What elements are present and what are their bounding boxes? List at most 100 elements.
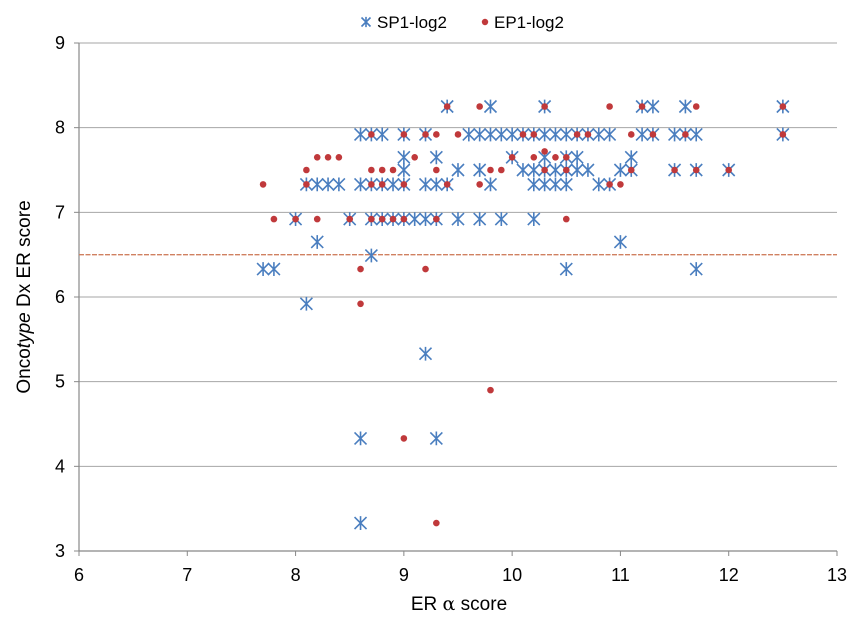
sp1-point-8	[332, 177, 346, 192]
x-tick-label-10: 10	[502, 565, 522, 585]
sp1-point-7	[321, 177, 335, 192]
ep1-point-41	[519, 131, 527, 138]
ep1-point-32	[443, 181, 451, 188]
sp1-point-67	[559, 177, 573, 192]
sp1-point-13	[353, 516, 368, 530]
sp1-point-79	[603, 127, 617, 142]
sp1-point-80	[613, 235, 627, 249]
sp1-point-52	[516, 163, 530, 177]
sp1-point-1	[267, 262, 281, 276]
ep1-point-47	[552, 154, 559, 161]
sp1-point-28	[408, 212, 422, 227]
sp1-point-65	[548, 127, 563, 142]
ep1-point-14	[368, 166, 375, 174]
ep1-point-64	[725, 166, 733, 174]
sp1-point-45	[483, 177, 498, 192]
sp1-point-29	[418, 212, 433, 227]
ep1-point-12	[368, 215, 375, 223]
x-tick-label-8: 8	[291, 565, 301, 585]
ep1-point-28	[433, 215, 440, 223]
y-tick-label-5: 5	[55, 372, 65, 392]
legend-ep1-marker	[481, 18, 489, 26]
ep1-point-46	[541, 103, 548, 110]
ep1-point-23	[400, 131, 408, 138]
sp1-point-49	[494, 127, 508, 142]
sp1-point-25	[397, 163, 411, 177]
ep1-point-43	[530, 131, 538, 138]
sp1-point-0	[256, 262, 270, 276]
ep1-point-29	[433, 166, 440, 174]
sp1-point-58	[538, 177, 552, 192]
ep1-point-24	[400, 435, 408, 442]
gridlines	[79, 42, 837, 467]
ep1-point-35	[476, 181, 483, 188]
sp1-point-56	[527, 163, 541, 177]
sp1-point-43	[473, 163, 487, 177]
ep1-point-50	[562, 154, 570, 161]
ep1-point-65	[779, 131, 787, 138]
ep1-point-27	[422, 131, 429, 138]
sp1-point-36	[429, 431, 443, 446]
ep1-point-39	[498, 166, 505, 174]
series-sp1	[256, 99, 790, 530]
sp1-point-81	[613, 163, 627, 177]
ep1-point-10	[357, 265, 364, 273]
sp1-point-46	[483, 127, 498, 142]
sp1-point-76	[592, 177, 606, 192]
ep1-point-20	[389, 166, 397, 174]
x-tick-label-6: 6	[74, 565, 84, 585]
legend-sp1-label: SP1-log2	[377, 13, 447, 32]
ep1-point-38	[487, 386, 494, 394]
ep1-point-0	[259, 181, 267, 188]
sp1-point-87	[646, 99, 660, 114]
sp1-point-47	[483, 99, 498, 114]
ep1-point-2	[292, 215, 299, 223]
ep1-point-49	[562, 166, 570, 174]
ep1-point-6	[313, 154, 321, 161]
sp1-point-26	[397, 150, 411, 165]
ep1-point-26	[422, 265, 429, 273]
ep1-point-63	[692, 103, 700, 110]
sp1-point-30	[418, 177, 433, 192]
sp1-point-14	[364, 248, 378, 263]
sp1-point-84	[635, 127, 649, 142]
legend: SP1-log2 EP1-log2	[360, 13, 564, 32]
y-tick-labels: 3 4 5 6 7 8 9	[55, 33, 65, 561]
ep1-point-51	[573, 131, 581, 138]
ep1-point-1	[270, 215, 278, 223]
x-axis-title-prefix: ER	[411, 594, 443, 615]
x-tick-label-13: 13	[827, 565, 847, 585]
sp1-point-89	[668, 127, 682, 142]
ep1-point-42	[530, 154, 538, 161]
x-tick-label-7: 7	[182, 565, 192, 585]
y-tick-label-4: 4	[55, 456, 65, 476]
ep1-point-15	[368, 131, 375, 138]
sp1-point-83	[624, 150, 638, 165]
ep1-point-18	[378, 166, 386, 174]
sp1-point-44	[473, 127, 487, 142]
y-axis-title-italic: type	[14, 312, 35, 348]
sp1-point-48	[494, 212, 508, 227]
y-axis-title: Oncotype Dx ER score	[14, 200, 35, 393]
x-tick-label-12: 12	[719, 565, 739, 585]
ep1-point-53	[606, 181, 613, 188]
sp1-point-32	[418, 346, 433, 361]
ep1-point-60	[671, 166, 678, 174]
sp1-point-6	[310, 177, 324, 192]
ep1-point-37	[487, 166, 494, 174]
ep1-point-33	[443, 103, 451, 110]
ep1-point-58	[638, 103, 646, 110]
ep1-point-5	[313, 215, 321, 223]
sp1-point-3	[299, 296, 313, 311]
sp1-point-63	[548, 177, 563, 192]
ep1-point-48	[562, 215, 570, 223]
legend-sp1-marker	[360, 16, 372, 28]
sp1-point-94	[689, 127, 703, 142]
ep1-point-8	[335, 154, 343, 161]
sp1-point-51	[505, 127, 519, 142]
x-tick-label-11: 11	[611, 565, 630, 585]
sp1-point-40	[451, 163, 465, 177]
ep1-point-34	[454, 131, 462, 138]
y-axis-title-prefix: Onco	[14, 348, 35, 393]
legend-ep1-label: EP1-log2	[494, 13, 564, 32]
